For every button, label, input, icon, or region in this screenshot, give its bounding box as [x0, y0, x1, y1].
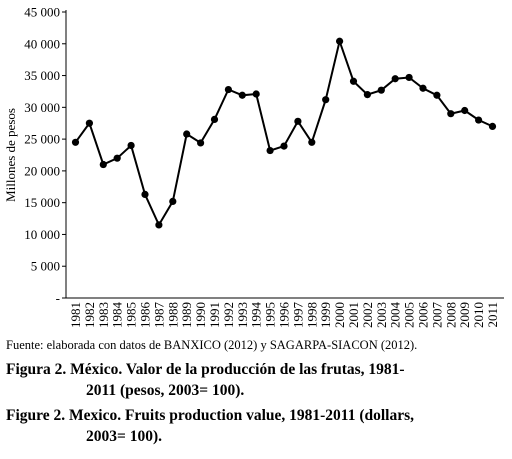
figure-caption-en-line1: Figure 2. Mexico. Fruits production valu…	[6, 407, 415, 424]
y-tick-label: 5 000	[31, 259, 60, 274]
x-tick-label: 1988	[165, 302, 180, 328]
data-point	[197, 139, 205, 147]
data-point	[308, 138, 316, 146]
data-point	[99, 160, 107, 169]
figure-caption-es-line1: Figura 2. México. Valor de la producción…	[6, 361, 405, 378]
data-point	[266, 146, 274, 155]
x-tick-label: 1992	[221, 302, 236, 328]
line-chart: - 5 000 10 000 15 000 20 000 25 000 30 000 35 0…	[3, 5, 504, 329]
figure-caption-es-line2: 2011 (pesos, 2003= 100).	[86, 382, 245, 399]
data-point	[224, 85, 232, 94]
y-axis-title: Millones de pesos	[3, 108, 18, 202]
data-point	[475, 116, 483, 124]
x-tick-label: 1987	[151, 302, 166, 329]
data-point	[349, 77, 358, 85]
data-point	[363, 91, 371, 99]
x-tick-label: 2001	[346, 302, 361, 328]
data-point	[252, 90, 260, 98]
x-tick-label: 1984	[110, 302, 125, 329]
figure-caption-en-line2: 2003= 100).	[86, 428, 162, 445]
data-point	[210, 115, 219, 124]
data-point	[488, 122, 497, 130]
data-point	[280, 142, 288, 150]
x-tick-label: 1990	[193, 302, 208, 328]
x-tick-label: 2011	[485, 302, 500, 328]
data-point	[113, 154, 121, 162]
data-point	[433, 91, 441, 99]
data-point	[391, 75, 399, 83]
x-tick-label: 1985	[124, 302, 139, 328]
y-tick-label: 15 000	[24, 195, 60, 210]
data-point	[238, 91, 246, 99]
y-tick-label: 10 000	[24, 227, 60, 242]
x-tick-label: 1993	[235, 302, 250, 328]
data-point	[377, 86, 385, 94]
data-point	[127, 141, 135, 150]
source-note: Fuente: elaborada con datos de BANXICO (…	[6, 338, 418, 352]
x-tick-label: 1995	[263, 302, 278, 328]
chart-area: - 5 000 10 000 15 000 20 000 25 000 30 000 35 0…	[3, 5, 504, 329]
x-tick-label: 2010	[471, 302, 486, 328]
x-tick-label: 1997	[290, 302, 305, 329]
x-tick-label: 2006	[416, 302, 431, 329]
data-point	[419, 84, 427, 92]
x-tick-label: 2002	[360, 302, 375, 328]
y-tick-label: -	[56, 291, 60, 306]
x-tick-label: 1991	[207, 302, 222, 328]
data-point	[85, 119, 93, 127]
x-tick-label: 1998	[304, 302, 319, 328]
y-tick-label: 35 000	[24, 68, 60, 83]
data-point	[294, 117, 302, 125]
x-tick-label: 1999	[318, 302, 333, 328]
y-tick-label: 45 000	[24, 5, 60, 20]
data-point	[405, 73, 413, 82]
x-tick-label: 1986	[138, 302, 153, 329]
x-tick-label: 1983	[96, 302, 111, 328]
x-tick-label: 2004	[388, 302, 403, 329]
x-tick-label: 2008	[443, 302, 458, 328]
x-tick-label: 1996	[277, 302, 292, 329]
data-point	[169, 197, 177, 205]
x-tick-label: 1989	[179, 302, 194, 328]
x-tick-label: 2000	[332, 302, 347, 328]
x-tick-label: 2009	[457, 302, 472, 328]
data-point	[447, 110, 455, 118]
x-tick-label: 2003	[374, 302, 389, 328]
data-point	[71, 138, 80, 146]
x-tick-label: 1982	[82, 302, 97, 328]
data-point	[461, 106, 469, 115]
y-tick-label: 25 000	[24, 132, 60, 147]
data-point	[155, 221, 163, 229]
y-tick-label: 20 000	[24, 163, 60, 178]
x-tick-label: 1994	[249, 302, 264, 329]
y-tick-label: 40 000	[24, 36, 60, 51]
data-point	[141, 190, 149, 199]
x-tick-label: 2007	[429, 302, 444, 329]
data-point	[322, 96, 330, 104]
y-tick-label: 30 000	[24, 100, 60, 115]
x-tick-label: 2005	[402, 302, 417, 328]
x-tick-label: 1981	[68, 302, 83, 328]
series-line	[74, 37, 493, 228]
data-point	[336, 37, 344, 45]
data-point	[183, 130, 191, 138]
